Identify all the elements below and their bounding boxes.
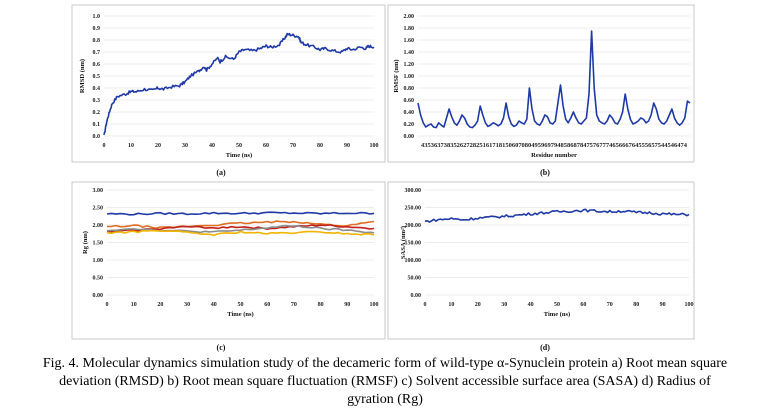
panel-c-ytick-label: 3.00 [93,188,104,194]
panel-b-ytick-label: 1.60 [404,38,415,44]
panel-b-series-line-1 [417,30,691,129]
panel-d-yaxis-title: SASA (nm²) [400,226,407,259]
panel-a-xtick-label: 10 [128,143,134,149]
panel-c-series-line-1 [106,211,375,216]
panel-d-xtick-label: 10 [448,302,454,308]
panel-b-ytick-label: 1.20 [404,62,415,68]
panel-c-series-line-4 [106,224,375,234]
panel-d-xaxis-title: Time (ns) [544,311,570,318]
panel-d-ytick-label: 0.00 [411,293,422,299]
panel-b-xaxis-title: Residue number [531,152,577,159]
panel-b-ytick-label: 0.40 [404,110,415,116]
panel-b-ytick-label: 1.80 [404,26,415,32]
panel-d-ytick-label: 150.00 [405,241,422,247]
panel-a-series-line-1 [103,32,375,136]
panel-c-ytick-label: 0.00 [93,293,104,299]
panel-d-ytick-label: 250.00 [405,206,422,212]
panel-a-ytick-label: 0.1 [93,122,101,128]
panel-a-xtick-label: 70 [290,143,296,149]
panel-c-xtick-label: 90 [344,302,350,308]
panel-a-yaxis-title: RMSD (nm) [79,59,86,93]
panel-c-xtick-label: 10 [131,302,137,308]
panel-b-label: (b) [540,168,550,177]
panel-c-ytick-label: 2.00 [93,223,104,229]
panel-c-xtick-label: 50 [238,302,244,308]
panel-a-ytick-label: 1.0 [93,14,101,20]
panel-c-xaxis-title: Time (ns) [227,311,253,318]
panel-a-ytick-label: 0.8 [93,38,101,44]
panel-b-ytick-label: 1.00 [404,74,415,80]
panel-d-label: (d) [540,343,550,352]
panel-d-xtick-label: 0 [424,302,427,308]
panel-c-series-line-5 [106,229,375,237]
panel-d-xtick-label: 70 [607,302,613,308]
panel-c-xtick-label: 60 [264,302,270,308]
panel-a-ytick-label: 0.5 [93,74,101,80]
panel-b-ytick-label: 0.00 [404,134,415,140]
panel-a-xtick-label: 60 [263,143,269,149]
panel-a-ytick-label: 0.0 [93,134,101,140]
panel-b-yaxis-title: RMSF (nm) [393,59,400,92]
panel-d-xtick-label: 40 [528,302,534,308]
panel-c-ytick-label: 0.50 [93,276,104,282]
panel-d-xtick-label: 100 [685,302,694,308]
panel-b-ytick-label: 0.20 [404,122,415,128]
panel-a-ytick-label: 0.2 [93,110,101,116]
panel-a-xtick-label: 90 [344,143,350,149]
panel-d-ytick-label: 200.00 [405,223,422,229]
panel-c-frame [71,181,386,340]
panel-a-xtick-label: 30 [182,143,188,149]
panel-c-xtick-label: 80 [318,302,324,308]
panel-b-ytick-label: 0.80 [404,86,415,92]
panel-b-ytick-label: 0.60 [404,98,415,104]
panel-d-frame [387,181,695,340]
panel-d-xtick-label: 30 [501,302,507,308]
panel-c-xtick-label: 70 [291,302,297,308]
panel-c-yaxis-title: Rg (nm) [82,231,89,254]
panel-a-ytick-label: 0.6 [93,62,101,68]
panel-a-frame [71,4,386,163]
panel-c-xtick-label: 40 [211,302,217,308]
panel-a-xtick-label: 0 [103,143,106,149]
panel-d-xtick-label: 90 [660,302,666,308]
panel-d-series-line-1 [424,208,690,223]
panel-d-ytick-label: 300.00 [405,188,422,194]
panel-d-ytick-label: 100.00 [405,258,422,264]
panel-c-label: (c) [217,343,226,352]
panel-a-ytick-label: 0.4 [93,86,101,92]
panel-d-xtick-label: 80 [633,302,639,308]
panel-a-xtick-label: 100 [370,143,379,149]
panel-a-xtick-label: 40 [209,143,215,149]
panel-a-xaxis-title: Time (ns) [226,152,252,159]
panel-d-xtick-label: 20 [475,302,481,308]
panel-a-ytick-label: 0.3 [93,98,101,104]
panel-b-frame [387,4,695,163]
figure-caption: Fig. 4. Molecular dynamics simulation st… [42,356,728,407]
panel-c-ytick-label: 1.50 [93,241,104,247]
panel-a-ytick-label: 0.7 [93,50,101,56]
panel-a-ytick-label: 0.9 [93,26,101,32]
panel-b-ytick-label: 2.00 [404,14,415,20]
panel-c-xtick-label: 30 [184,302,190,308]
panel-b-ytick-label: 1.40 [404,50,415,56]
panel-d-xtick-label: 60 [580,302,586,308]
panel-c-ytick-label: 2.50 [93,206,104,212]
panel-c-xtick-label: 20 [157,302,163,308]
panel-c-xtick-label: 100 [370,302,379,308]
panel-c-ytick-label: 1.00 [93,258,104,264]
panel-a-xtick-label: 80 [317,143,323,149]
panel-a-xtick-label: 20 [155,143,161,149]
panel-a-xtick-label: 50 [236,143,242,149]
panel-c-xtick-label: 0 [106,302,109,308]
panel-d-xtick-label: 50 [554,302,560,308]
panel-b-xtick-label: 4353637383526272825161718150607080495969… [421,143,687,149]
panel-a-label: (a) [216,168,226,177]
panel-d-ytick-label: 50.00 [408,276,422,282]
